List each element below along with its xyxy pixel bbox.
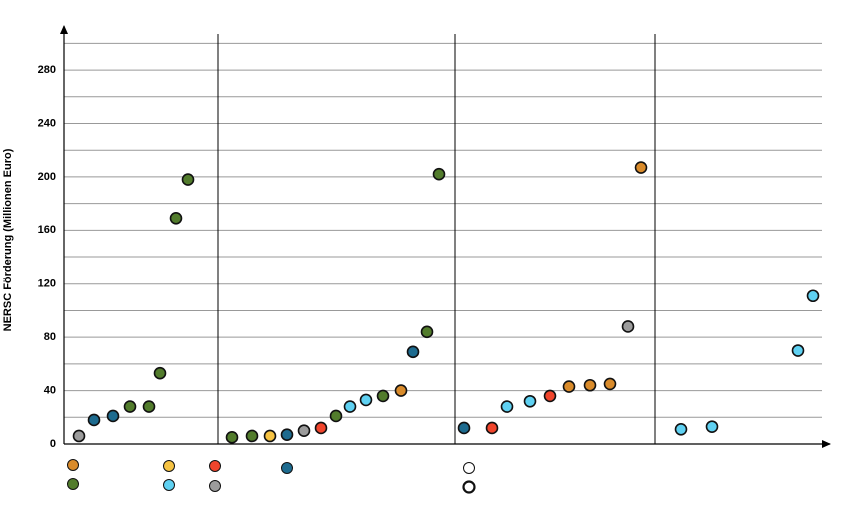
data-point xyxy=(87,413,101,427)
data-point xyxy=(263,429,277,443)
data-point xyxy=(634,161,648,174)
data-point xyxy=(457,421,471,435)
y-tick-label: 0 xyxy=(50,438,56,450)
data-point xyxy=(169,212,183,225)
data-point xyxy=(791,344,805,357)
data-point xyxy=(406,345,420,359)
legend-marker xyxy=(463,462,475,474)
data-point xyxy=(562,380,576,393)
legend-marker xyxy=(67,459,79,471)
data-point xyxy=(376,389,390,403)
y-tick-label: 280 xyxy=(38,64,56,76)
data-point xyxy=(583,378,597,392)
data-point xyxy=(523,394,537,408)
data-point xyxy=(314,421,328,435)
data-point xyxy=(181,173,195,186)
data-point xyxy=(359,393,373,407)
legend-marker xyxy=(163,460,175,472)
data-point xyxy=(705,420,719,433)
data-point xyxy=(106,409,120,423)
data-point xyxy=(343,400,357,413)
legend-marker xyxy=(67,478,79,490)
y-axis-label: NERSC Förderung (Millionen Euro) xyxy=(2,148,14,331)
data-point xyxy=(603,377,617,391)
data-point xyxy=(394,384,408,397)
legend-marker xyxy=(209,480,221,492)
data-point xyxy=(485,421,499,435)
data-point xyxy=(420,325,434,339)
data-point xyxy=(123,400,137,413)
data-point xyxy=(153,366,167,380)
legend-marker xyxy=(163,479,175,491)
data-point xyxy=(280,428,294,441)
data-point xyxy=(72,429,86,443)
data-point xyxy=(329,409,343,423)
y-tick-label: 160 xyxy=(38,224,56,236)
y-tick-label: 80 xyxy=(44,331,56,343)
data-point xyxy=(142,400,156,413)
y-tick-label: 120 xyxy=(38,278,56,290)
data-point xyxy=(225,431,239,444)
data-point xyxy=(674,423,688,436)
data-point xyxy=(245,429,259,443)
y-tick-label: 200 xyxy=(38,171,56,183)
legend-marker xyxy=(281,462,293,474)
y-tick-label: 240 xyxy=(38,117,56,129)
data-point xyxy=(500,400,514,413)
legend-marker xyxy=(209,460,221,472)
data-point xyxy=(432,167,446,181)
data-point xyxy=(621,320,635,333)
legend-marker xyxy=(462,480,476,494)
data-point xyxy=(297,424,311,437)
data-point xyxy=(806,289,820,303)
data-point xyxy=(543,389,557,403)
y-tick-label: 40 xyxy=(44,384,56,396)
